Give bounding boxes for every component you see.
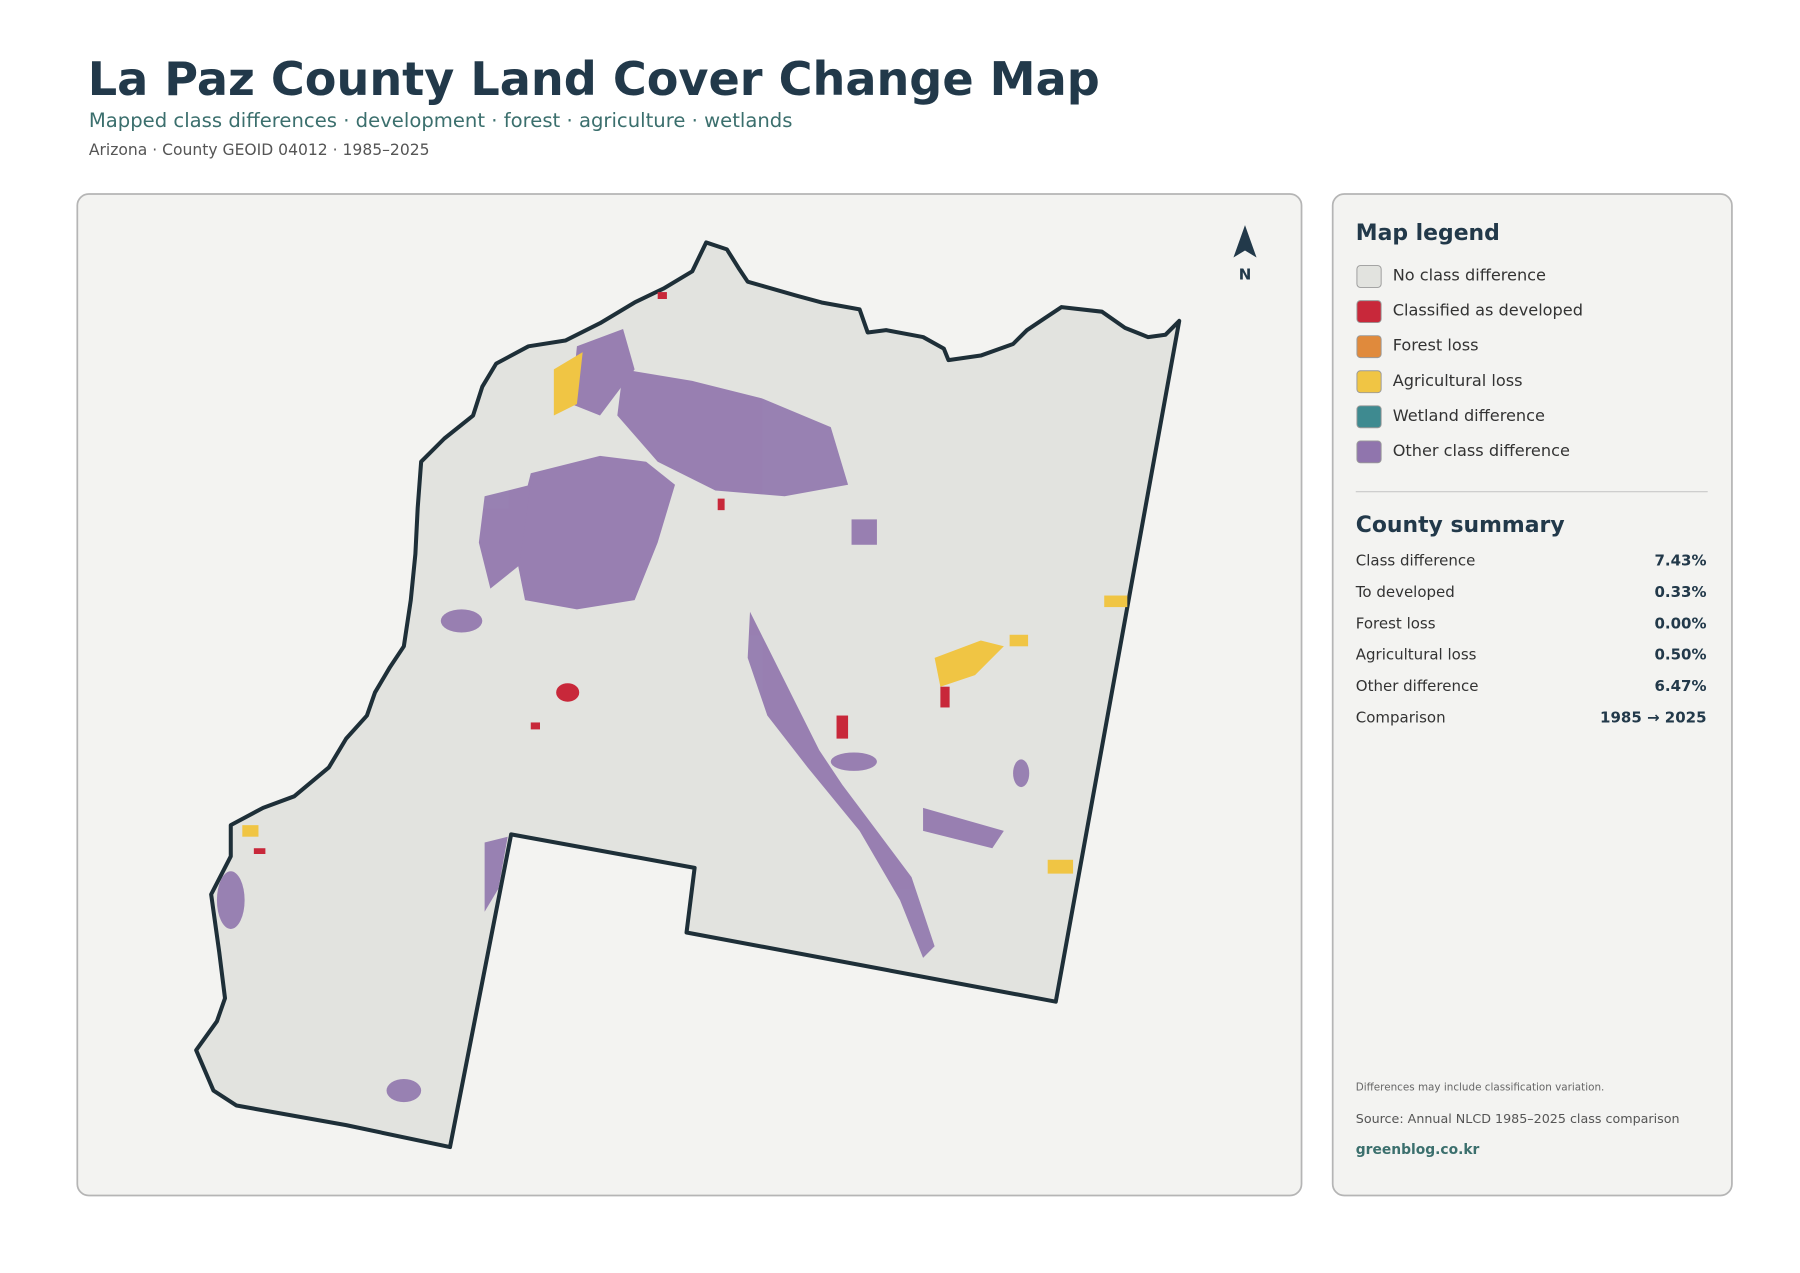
legend-title: Map legend — [1356, 221, 1500, 246]
legend-swatch — [1356, 440, 1382, 464]
title: La Paz County Land Cover Change Map — [88, 52, 1100, 106]
meta: Arizona · County GEOID 04012 · 1985–2025 — [89, 141, 430, 159]
summary-label: Forest loss — [1356, 614, 1436, 632]
legend-label: Agricultural loss — [1393, 371, 1523, 390]
developed-change — [253, 292, 950, 854]
summary-label: Agricultural loss — [1356, 646, 1477, 664]
north-arrow: N — [1233, 225, 1257, 283]
summary-value: 0.33% — [1654, 583, 1706, 601]
side-panel — [1331, 193, 1733, 1197]
map: N — [194, 225, 1257, 1150]
summary-label: Class difference — [1356, 552, 1476, 570]
summary-label: To developed — [1355, 583, 1455, 601]
legend-swatch — [1356, 370, 1382, 394]
legend-label: Forest loss — [1393, 336, 1479, 355]
summary-value: 0.00% — [1654, 614, 1706, 632]
summary-label: Comparison — [1356, 708, 1446, 726]
legend-label: Other class difference — [1393, 441, 1570, 460]
summary: Class difference 7.43% To developed 0.33% Fo… — [1355, 552, 1707, 727]
agri-change — [242, 352, 1128, 874]
legend-swatch — [1356, 405, 1382, 429]
county-shape — [194, 240, 1182, 1150]
legend-swatch — [1356, 265, 1382, 288]
credit: greenblog.co.kr — [1356, 1142, 1480, 1158]
summary-value: 0.50% — [1654, 646, 1706, 664]
other-change — [216, 329, 1030, 1103]
subtitle: Mapped class differences · development ·… — [89, 109, 793, 132]
legend: No class difference Classified as develop… — [1356, 265, 1583, 464]
summary-title: County summary — [1356, 513, 1565, 538]
source: Source: Annual NLCD 1985–2025 class comp… — [1356, 1111, 1680, 1126]
summary-value: 7.43% — [1654, 552, 1706, 570]
summary-value: 6.47% — [1654, 677, 1706, 695]
summary-label: Other difference — [1356, 677, 1479, 695]
legend-swatch — [1356, 300, 1382, 323]
note: Differences may include classification v… — [1356, 1082, 1605, 1094]
legend-label: Wetland difference — [1393, 406, 1545, 425]
legend-label: Classified as developed — [1393, 301, 1583, 320]
north-label: N — [1239, 265, 1252, 283]
legend-label: No class difference — [1393, 266, 1546, 285]
legend-swatch — [1356, 335, 1382, 359]
summary-value: 1985 → 2025 — [1600, 708, 1707, 726]
